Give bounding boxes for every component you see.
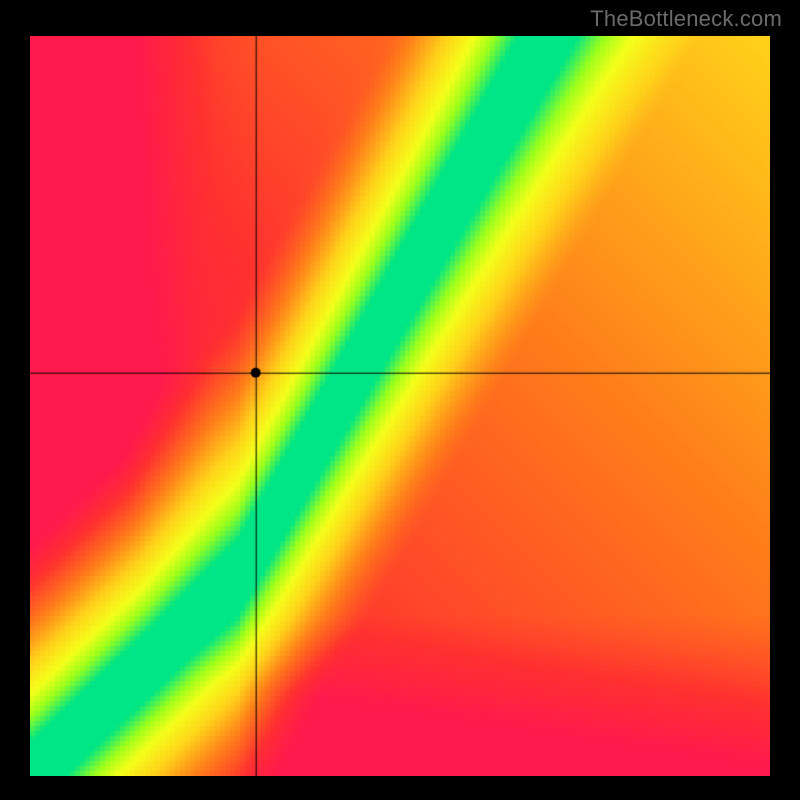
figure-container: TheBottleneck.com (0, 0, 800, 800)
heatmap-canvas (30, 36, 770, 776)
watermark-text: TheBottleneck.com (590, 6, 782, 32)
plot-area (30, 36, 770, 776)
